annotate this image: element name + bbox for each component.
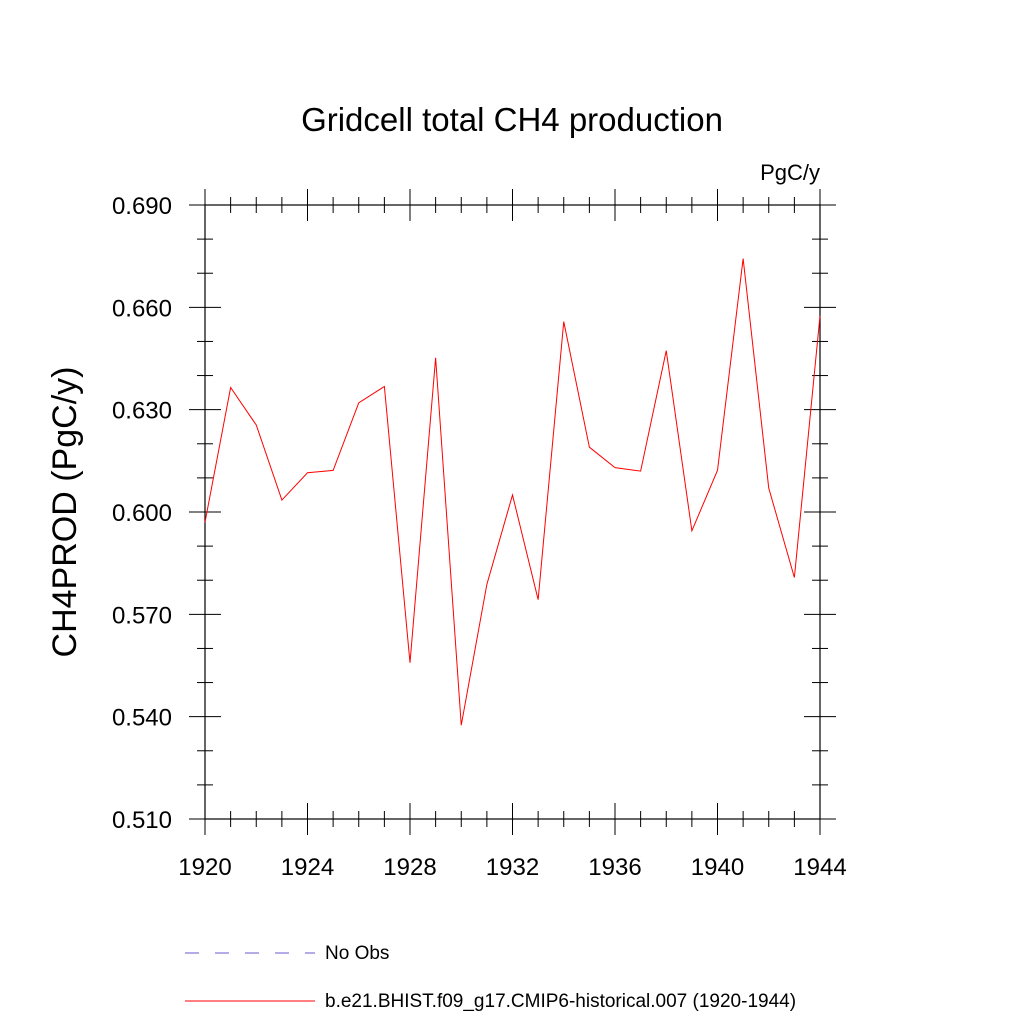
x-tick-label: 1936	[588, 854, 641, 881]
data-point	[588, 446, 590, 448]
y-tick-label: 0.690	[112, 193, 172, 220]
series-line	[204, 258, 821, 726]
units-label: PgC/y	[760, 160, 820, 185]
y-tick-labels: 0.510 0.540 0.570 0.600 0.630 0.660 0.690	[112, 193, 172, 834]
y-tick-label: 0.570	[112, 602, 172, 629]
x-tick-label: 1920	[178, 854, 231, 881]
data-point	[639, 470, 641, 472]
data-point	[204, 521, 206, 523]
x-tick-label: 1944	[793, 854, 846, 881]
plot-frame	[204, 204, 821, 820]
x-tick-label: 1932	[486, 854, 539, 881]
legend-label: b.e21.BHIST.f09_g17.CMIP6-historical.007…	[325, 991, 796, 1012]
data-point	[537, 598, 539, 600]
data-point	[716, 469, 718, 471]
x-tick-label: 1924	[281, 854, 334, 881]
legend: No Obs b.e21.BHIST.f09_g17.CMIP6-historic…	[185, 943, 796, 1012]
data-point	[563, 320, 565, 322]
data-point	[358, 402, 360, 404]
y-tick-label: 0.540	[112, 705, 172, 732]
data-point	[819, 315, 821, 317]
data-point	[332, 469, 334, 471]
data-point	[742, 257, 744, 259]
legend-label: No Obs	[325, 943, 389, 964]
axis-ticks	[189, 189, 836, 835]
data-point	[255, 424, 257, 426]
data-point	[229, 386, 231, 388]
data-point	[409, 662, 411, 664]
data-point	[691, 530, 693, 532]
data-point	[768, 487, 770, 489]
data-point	[383, 385, 385, 387]
data-point	[486, 583, 488, 585]
data-point	[614, 466, 616, 468]
data-series	[204, 257, 821, 726]
y-tick-label: 0.660	[112, 295, 172, 322]
data-point	[434, 357, 436, 359]
data-point	[460, 724, 462, 726]
y-tick-label: 0.600	[112, 500, 172, 527]
y-tick-label: 0.510	[112, 807, 172, 834]
data-point	[306, 472, 308, 474]
data-point	[511, 494, 513, 496]
y-axis-label: CH4PROD (PgC/y)	[46, 367, 84, 658]
data-point	[281, 499, 283, 501]
chart-title: Gridcell total CH4 production	[301, 101, 723, 138]
y-tick-label: 0.630	[112, 398, 172, 425]
data-point	[665, 349, 667, 351]
x-tick-label: 1928	[383, 854, 436, 881]
x-tick-labels: 1920 1924 1928 1932 1936 1940 1944	[178, 854, 846, 881]
data-point	[793, 576, 795, 578]
x-tick-label: 1940	[691, 854, 744, 881]
